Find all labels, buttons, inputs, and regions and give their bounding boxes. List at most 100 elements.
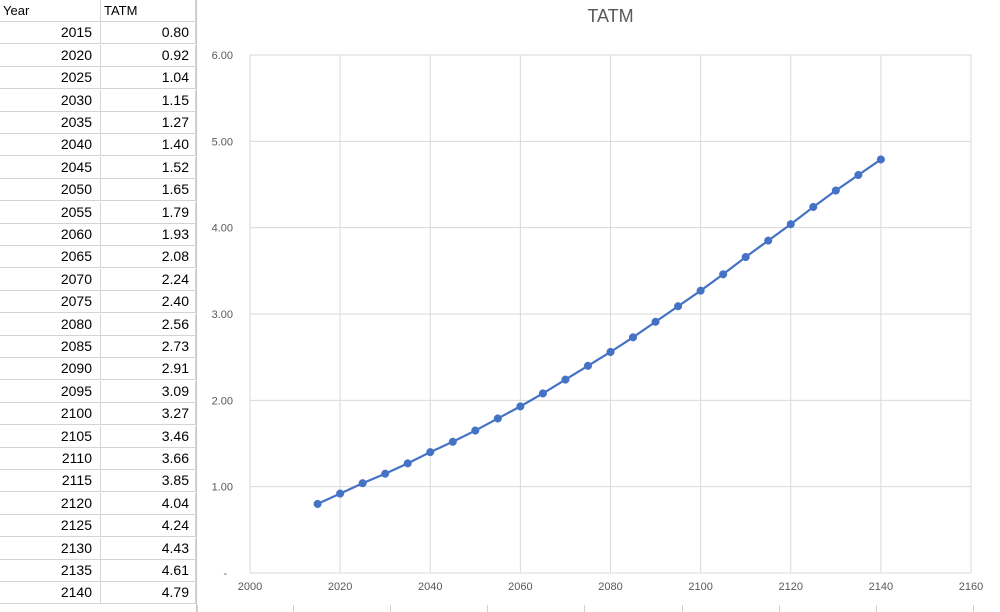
data-point[interactable] bbox=[809, 202, 818, 211]
table-row[interactable]: 2055 1.79 bbox=[0, 201, 196, 224]
data-point[interactable] bbox=[764, 236, 773, 245]
table-row[interactable]: 2025 1.04 bbox=[0, 67, 196, 90]
table-row[interactable]: 2140 4.79 bbox=[0, 582, 196, 605]
header-year[interactable]: Year bbox=[0, 0, 101, 22]
table-row[interactable]: 2050 1.65 bbox=[0, 179, 196, 202]
cell-tatm[interactable]: 4.24 bbox=[101, 515, 196, 538]
cell-year[interactable]: 2035 bbox=[0, 112, 101, 134]
cell-tatm[interactable]: 4.43 bbox=[101, 537, 196, 560]
cell-year[interactable]: 2100 bbox=[0, 403, 101, 426]
table-row[interactable]: 2100 3.27 bbox=[0, 403, 196, 426]
cell-tatm[interactable]: 3.85 bbox=[101, 470, 196, 493]
cell-tatm[interactable]: 1.40 bbox=[101, 134, 196, 157]
cell-tatm[interactable]: 3.27 bbox=[101, 403, 196, 426]
table-row[interactable]: 2070 2.24 bbox=[0, 268, 196, 291]
cell-year[interactable]: 2080 bbox=[0, 313, 101, 336]
cell-tatm[interactable]: 2.40 bbox=[101, 291, 196, 314]
data-point[interactable] bbox=[403, 459, 412, 468]
cell-tatm[interactable]: 3.66 bbox=[101, 448, 196, 470]
cell-tatm[interactable]: 1.27 bbox=[101, 112, 196, 134]
cell-year[interactable]: 2095 bbox=[0, 380, 101, 403]
data-point[interactable] bbox=[493, 414, 502, 423]
cell-tatm[interactable]: 1.52 bbox=[101, 156, 196, 179]
cell-year[interactable]: 2075 bbox=[0, 291, 101, 314]
cell-tatm[interactable]: 1.65 bbox=[101, 179, 196, 202]
table-row[interactable]: 2090 2.91 bbox=[0, 358, 196, 381]
cell-year[interactable]: 2105 bbox=[0, 425, 101, 448]
data-point[interactable] bbox=[583, 361, 593, 370]
cell-tatm[interactable]: 3.09 bbox=[101, 380, 196, 403]
table-row[interactable]: 2085 2.73 bbox=[0, 336, 196, 358]
cell-tatm[interactable]: 1.79 bbox=[101, 201, 196, 224]
data-point[interactable] bbox=[336, 489, 345, 498]
table-row[interactable]: 2095 3.09 bbox=[0, 380, 196, 403]
table-row[interactable]: 2130 4.43 bbox=[0, 537, 196, 560]
cell-year[interactable]: 2045 bbox=[0, 156, 101, 179]
cell-year[interactable]: 2135 bbox=[0, 560, 101, 582]
table-row[interactable]: 2020 0.92 bbox=[0, 44, 196, 67]
table-row[interactable]: 2115 3.85 bbox=[0, 470, 196, 493]
cell-tatm[interactable]: 2.24 bbox=[101, 268, 196, 291]
table-row[interactable]: 2015 0.80 bbox=[0, 22, 196, 45]
data-point[interactable] bbox=[786, 220, 795, 229]
data-point[interactable] bbox=[561, 375, 570, 384]
cell-year[interactable]: 2070 bbox=[0, 268, 101, 291]
cell-year[interactable]: 2120 bbox=[0, 492, 101, 515]
table-row[interactable]: 2045 1.52 bbox=[0, 156, 196, 179]
data-point[interactable] bbox=[719, 270, 728, 279]
table-row[interactable]: 2040 1.40 bbox=[0, 134, 196, 157]
cell-year[interactable]: 2025 bbox=[0, 67, 101, 90]
table-header-row[interactable]: Year TATM bbox=[0, 0, 196, 22]
data-point[interactable] bbox=[741, 252, 750, 262]
data-point[interactable] bbox=[538, 389, 547, 398]
cell-tatm[interactable]: 1.15 bbox=[101, 89, 196, 112]
data-point[interactable] bbox=[876, 155, 885, 164]
table-row[interactable]: 2125 4.24 bbox=[0, 515, 196, 538]
cell-year[interactable]: 2065 bbox=[0, 246, 101, 269]
data-point[interactable] bbox=[426, 448, 435, 457]
table-row[interactable]: 2065 2.08 bbox=[0, 246, 196, 269]
cell-year[interactable]: 2015 bbox=[0, 22, 101, 45]
table-row[interactable]: 2035 1.27 bbox=[0, 112, 196, 134]
cell-year[interactable]: 2110 bbox=[0, 448, 101, 470]
data-point[interactable] bbox=[831, 186, 840, 195]
data-point[interactable] bbox=[674, 302, 683, 311]
data-point[interactable] bbox=[854, 170, 863, 180]
cell-tatm[interactable]: 0.80 bbox=[101, 22, 196, 45]
cell-year[interactable]: 2130 bbox=[0, 537, 101, 560]
cell-year[interactable]: 2020 bbox=[0, 44, 101, 67]
table-row[interactable]: 2135 4.61 bbox=[0, 560, 196, 582]
table-row[interactable]: 2120 4.04 bbox=[0, 492, 196, 515]
cell-tatm[interactable]: 1.93 bbox=[101, 224, 196, 246]
chart-area[interactable]: TATM 2000 2020 2040 2060 2080 2100 2120 2140 216… bbox=[197, 0, 1000, 612]
data-point[interactable] bbox=[651, 317, 660, 326]
cell-tatm[interactable]: 3.46 bbox=[101, 425, 196, 448]
data-point[interactable] bbox=[448, 437, 457, 446]
cell-year[interactable]: 2055 bbox=[0, 201, 101, 224]
data-point[interactable] bbox=[313, 499, 322, 508]
cell-tatm[interactable]: 1.04 bbox=[101, 67, 196, 90]
data-point[interactable] bbox=[358, 479, 367, 488]
header-tatm[interactable]: TATM bbox=[101, 0, 196, 22]
cell-tatm[interactable]: 4.04 bbox=[101, 492, 196, 515]
cell-year[interactable]: 2125 bbox=[0, 515, 101, 538]
table-row[interactable]: 2080 2.56 bbox=[0, 313, 196, 336]
table-row[interactable]: 2105 3.46 bbox=[0, 425, 196, 448]
data-point[interactable] bbox=[471, 426, 480, 435]
cell-year[interactable]: 2090 bbox=[0, 358, 101, 381]
cell-year[interactable]: 2115 bbox=[0, 470, 101, 493]
cell-tatm[interactable]: 4.61 bbox=[101, 560, 196, 582]
cell-year[interactable]: 2060 bbox=[0, 224, 101, 246]
cell-tatm[interactable]: 2.73 bbox=[101, 336, 196, 358]
table-row[interactable]: 2110 3.66 bbox=[0, 448, 196, 470]
cell-year[interactable]: 2140 bbox=[0, 582, 101, 605]
cell-year[interactable]: 2085 bbox=[0, 336, 101, 358]
data-point[interactable] bbox=[696, 286, 705, 295]
data-point[interactable] bbox=[516, 402, 525, 411]
table-row[interactable]: 2030 1.15 bbox=[0, 89, 196, 112]
cell-tatm[interactable]: 0.92 bbox=[101, 44, 196, 67]
cell-year[interactable]: 2040 bbox=[0, 134, 101, 157]
table-row[interactable]: 2060 1.93 bbox=[0, 224, 196, 246]
table-row[interactable]: 2075 2.40 bbox=[0, 291, 196, 314]
cell-tatm[interactable]: 4.79 bbox=[101, 582, 196, 605]
